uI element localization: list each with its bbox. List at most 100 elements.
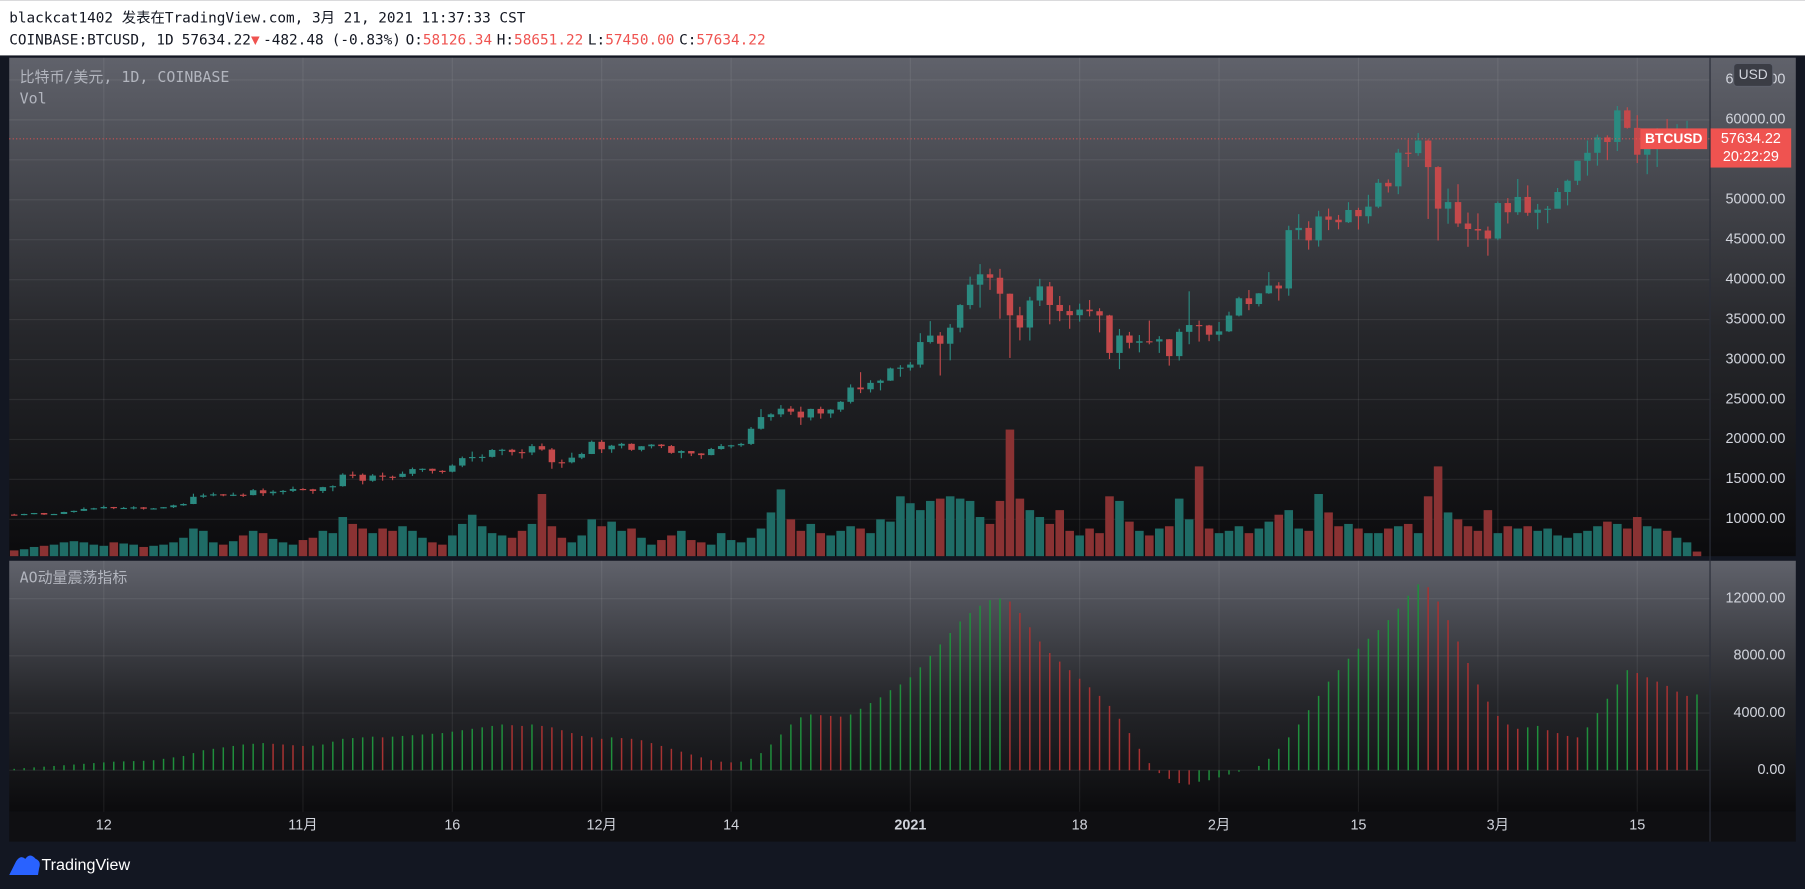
- volume-bar: [597, 526, 606, 557]
- volume-bar: [1642, 526, 1652, 557]
- candle-body: [319, 487, 327, 491]
- volume-bar: [288, 544, 298, 557]
- volume-bar: [258, 533, 268, 557]
- candle-body: [120, 507, 127, 510]
- volume-bar: [975, 517, 985, 557]
- volume-bar: [428, 542, 437, 557]
- volume-bar: [657, 540, 666, 557]
- countdown: 20:22:29: [1723, 149, 1779, 165]
- brand-name[interactable]: TradingView: [41, 856, 130, 874]
- candle-body: [1096, 311, 1103, 316]
- candle-body: [1325, 216, 1332, 220]
- candle-body: [1614, 110, 1621, 143]
- volume-bar: [388, 530, 397, 557]
- volume-bar: [507, 537, 517, 557]
- candle-body: [1444, 202, 1452, 209]
- candle-body: [1424, 140, 1432, 168]
- candle-body: [100, 507, 108, 509]
- currency-button-bg[interactable]: [1733, 62, 1774, 88]
- candle-body: [160, 507, 167, 509]
- volume-bar: [1453, 519, 1463, 557]
- currency[interactable]: USD: [1739, 66, 1768, 82]
- volume-bar: [965, 500, 975, 557]
- brand-logo[interactable]: [9, 855, 40, 876]
- volume-bar: [1314, 494, 1323, 557]
- candle-body: [887, 368, 894, 381]
- candle-body: [1504, 203, 1512, 213]
- candle-body: [927, 335, 934, 343]
- close-value: 57634.22: [696, 32, 765, 48]
- volume-bar: [39, 545, 49, 557]
- volume-bar: [1623, 528, 1632, 557]
- volume-bar: [308, 537, 318, 557]
- volume-bar: [696, 542, 706, 557]
- volume-bar: [238, 535, 248, 557]
- volume-bar: [79, 542, 89, 557]
- volume-bar: [1264, 521, 1274, 557]
- x-tick-label: 14: [723, 817, 739, 833]
- ao-tick-label: 0.00: [1757, 762, 1785, 778]
- high-label: H:: [497, 32, 514, 48]
- change-arrow: ▼: [251, 32, 260, 48]
- candle-body: [369, 475, 376, 481]
- candle-body: [210, 494, 217, 496]
- candle-body: [1544, 208, 1551, 210]
- candle-body: [1136, 341, 1143, 343]
- y-tick-label: 15000.00: [1725, 471, 1785, 487]
- candle-body: [20, 513, 28, 516]
- candle-body: [648, 444, 655, 447]
- header-bar: [0, 0, 1805, 56]
- volume-bar: [776, 489, 786, 557]
- volume-bar: [49, 544, 59, 557]
- volume-bar: [856, 528, 865, 557]
- volume-bar: [985, 523, 995, 557]
- volume-bar: [228, 541, 238, 557]
- candle-body: [1464, 223, 1472, 230]
- volume-bar: [1025, 510, 1035, 557]
- candle-body: [767, 414, 775, 418]
- volume-bar: [1304, 530, 1313, 557]
- volume-bar: [278, 542, 288, 557]
- candle-body: [478, 456, 486, 459]
- volume-bar: [547, 526, 557, 557]
- candle-body: [1295, 227, 1302, 231]
- volume-bar: [1523, 526, 1532, 557]
- candle-body: [1405, 152, 1412, 154]
- volume-bar: [1493, 533, 1503, 557]
- volume-bar: [1174, 498, 1184, 557]
- volume-bar: [1184, 519, 1194, 557]
- volume-bar: [806, 523, 816, 557]
- volume-bar: [1413, 533, 1423, 557]
- volume-bar: [199, 530, 208, 557]
- volume-bar: [1593, 526, 1602, 557]
- volume-bar: [1284, 510, 1294, 557]
- volume-bar: [945, 496, 955, 557]
- candle-body: [309, 489, 317, 491]
- volume-bar: [1374, 533, 1383, 557]
- volume-bar: [59, 542, 69, 557]
- candle-body: [389, 476, 396, 478]
- candle-body: [70, 510, 78, 513]
- candle-body: [1026, 300, 1034, 328]
- volume-bar: [1483, 510, 1493, 557]
- open-value: 58126.34: [423, 32, 492, 48]
- x-tick-label: 16: [444, 817, 460, 833]
- candle-body: [1584, 152, 1591, 161]
- volume-bar: [1075, 535, 1084, 557]
- candle-body: [50, 513, 58, 516]
- volume-bar: [1603, 521, 1612, 557]
- volume-bar: [1583, 530, 1592, 557]
- candle-body: [130, 507, 137, 509]
- currency-button[interactable]: USD: [1733, 62, 1774, 88]
- volume-bar: [1533, 530, 1542, 557]
- y-tick-label: 20000.00: [1725, 431, 1785, 447]
- low-label: L:: [588, 32, 605, 48]
- candle-body: [1056, 304, 1063, 312]
- volume-bar: [219, 544, 228, 557]
- y-tick-label: 25000.00: [1725, 391, 1785, 407]
- candle-body: [349, 474, 356, 476]
- x-tick-label: 12: [96, 817, 112, 833]
- brand[interactable]: TradingView: [9, 855, 130, 876]
- volume-bar: [537, 494, 547, 557]
